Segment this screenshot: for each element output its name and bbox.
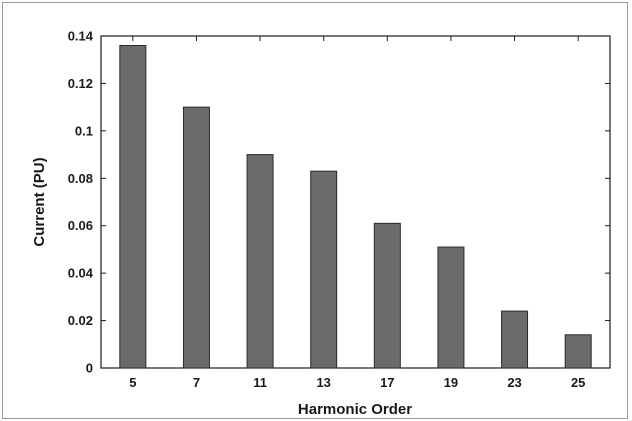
bar <box>437 246 465 369</box>
x-tick-label: 25 <box>571 375 585 390</box>
x-tick-label: 17 <box>380 375 394 390</box>
y-axis-ticks: 0 0.02 0.04 0.06 0.08 0.1 0.12 0.14 <box>68 29 610 376</box>
x-tick-label: 23 <box>507 375 521 390</box>
bar <box>310 170 338 369</box>
x-tick-label: 11 <box>253 375 267 390</box>
y-tick-label: 0.06 <box>68 218 93 233</box>
bar <box>246 154 274 369</box>
x-tick-label: 19 <box>444 375 458 390</box>
bar-series <box>119 44 592 369</box>
y-tick-label: 0.1 <box>75 123 93 138</box>
y-tick-label: 0.12 <box>68 76 93 91</box>
bar <box>564 334 592 369</box>
x-tick-label: 13 <box>316 375 330 390</box>
y-tick-label: 0.08 <box>68 171 93 186</box>
y-tick-label: 0.04 <box>68 266 94 281</box>
x-axis-title: Harmonic Order <box>298 401 412 418</box>
bar <box>119 44 147 369</box>
y-axis-title: Current (PU) <box>31 157 48 246</box>
bar <box>373 222 401 369</box>
y-tick-label: 0 <box>86 361 93 376</box>
bar <box>182 106 210 369</box>
bar <box>501 310 529 369</box>
plot-area <box>100 35 611 369</box>
y-tick-label: 0.14 <box>68 29 94 44</box>
x-tick-label: 5 <box>129 375 136 390</box>
x-tick-label: 7 <box>193 375 200 390</box>
y-tick-label: 0.02 <box>68 313 93 328</box>
